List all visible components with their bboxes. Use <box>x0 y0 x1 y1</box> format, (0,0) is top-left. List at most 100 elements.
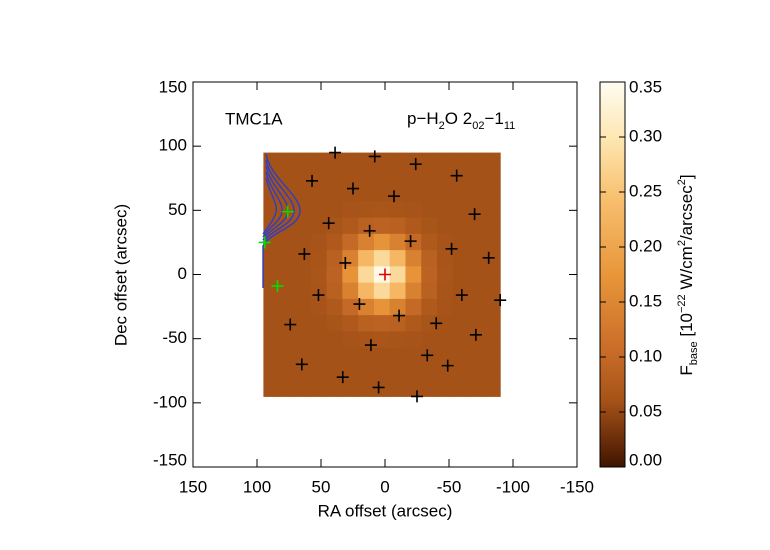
y-tick-label: 150 <box>159 77 187 96</box>
colorbar-label: Fbase [10−22 W/cm2/arcsec2] <box>676 174 700 375</box>
heatmap-cell <box>421 201 438 219</box>
heatmap-cell <box>358 282 375 300</box>
heatmap-cell <box>294 380 312 397</box>
heatmap-cell <box>452 331 470 349</box>
heatmap-cell <box>437 250 454 267</box>
heatmap-cell <box>468 168 485 186</box>
heatmap-cell <box>421 380 438 397</box>
marker <box>411 390 423 403</box>
heatmap-cell <box>389 347 406 365</box>
heatmap-cell <box>326 315 343 332</box>
heatmap-cell <box>294 233 312 251</box>
contour <box>262 153 301 288</box>
heatmap-cell <box>437 233 454 251</box>
colorbar-tick-label: 0.00 <box>629 450 662 469</box>
marker <box>379 268 391 281</box>
colorbar-tick-label: 0.35 <box>629 77 662 96</box>
label-part: 2 <box>676 240 688 246</box>
label-part: ] <box>677 174 696 179</box>
colorbar-tick-label: 0.15 <box>629 291 662 310</box>
heatmap-cell <box>342 282 359 300</box>
heatmap-cell <box>358 233 375 251</box>
heatmap-cell <box>342 363 359 381</box>
heatmap-cell <box>437 168 454 186</box>
heatmap-cell <box>358 201 375 219</box>
heatmap-cell <box>373 250 391 267</box>
heatmap-cell <box>358 185 375 202</box>
marker <box>353 298 366 311</box>
x-tick-label: 150 <box>179 477 207 496</box>
heatmap-cell <box>358 152 375 170</box>
label-part: W/cm <box>677 246 696 294</box>
label-part: 2 <box>439 120 445 132</box>
heatmap-cell <box>389 233 406 251</box>
heatmap-cell <box>279 331 296 349</box>
heatmap-cell <box>452 347 470 365</box>
heatmap-cell <box>373 185 391 202</box>
heatmap-cell <box>326 380 343 397</box>
marker <box>441 359 454 372</box>
heatmap-cell <box>452 363 470 381</box>
heatmap-cell <box>421 363 438 381</box>
heatmap-cell <box>373 168 391 186</box>
heatmap-cell <box>279 217 296 235</box>
heatmap-cell <box>437 380 454 397</box>
heatmap-cell <box>294 168 312 186</box>
x-tick-label: -150 <box>560 477 594 496</box>
heatmap-cell <box>326 168 343 186</box>
heatmap-cell <box>421 152 438 170</box>
marker <box>329 146 342 159</box>
heatmap-cell <box>405 331 422 349</box>
heatmap-cell <box>358 266 375 284</box>
heatmap-cell <box>373 347 391 365</box>
x-tick-label: 100 <box>243 477 271 496</box>
heatmap <box>263 152 501 397</box>
heatmap-cell <box>437 152 454 170</box>
heatmap-cell <box>484 347 501 365</box>
heatmap-cell <box>421 298 438 316</box>
label-part: 02 <box>472 120 484 132</box>
heatmap-cell <box>437 331 454 349</box>
heatmap-cell <box>310 315 328 332</box>
label-part: 11 <box>504 120 515 132</box>
heatmap-cell <box>310 331 328 349</box>
marker <box>494 294 507 307</box>
marker <box>421 349 434 362</box>
heatmap-cell <box>452 266 470 284</box>
heatmap-cell <box>279 168 296 186</box>
heatmap-cell <box>358 168 375 186</box>
heatmap-cell <box>373 315 391 332</box>
marker <box>372 381 385 394</box>
heatmap-cell <box>342 266 359 284</box>
heatmap-cell <box>342 168 359 186</box>
marker <box>298 247 311 260</box>
heatmap-cell <box>263 298 280 316</box>
label-part: −22 <box>676 294 688 313</box>
heatmap-cell <box>484 298 501 316</box>
heatmap-cell <box>468 185 485 202</box>
contour <box>262 177 278 235</box>
heatmap-cell <box>405 201 422 219</box>
marker <box>295 358 308 371</box>
x-tick-label: 0 <box>380 477 389 496</box>
heatmap-cell <box>405 266 422 284</box>
heatmap-cell <box>468 250 485 267</box>
heatmap-cell <box>310 298 328 316</box>
heatmap-cell <box>373 331 391 349</box>
heatmap-cell <box>405 168 422 186</box>
heatmap-cell <box>437 315 454 332</box>
marker <box>281 205 294 218</box>
heatmap-cell <box>310 347 328 365</box>
marker <box>450 169 463 182</box>
heatmap-cell <box>373 233 391 251</box>
label-part: p−H <box>407 109 439 128</box>
heatmap-cell <box>294 185 312 202</box>
heatmap-cell <box>342 185 359 202</box>
heatmap-cell <box>263 266 280 284</box>
heatmap-cell <box>405 152 422 170</box>
heatmap-cell <box>468 298 485 316</box>
heatmap-cell <box>373 363 391 381</box>
x-tick-label: -50 <box>437 477 462 496</box>
heatmap-cell <box>389 250 406 267</box>
y-tick-label: 0 <box>178 264 187 283</box>
